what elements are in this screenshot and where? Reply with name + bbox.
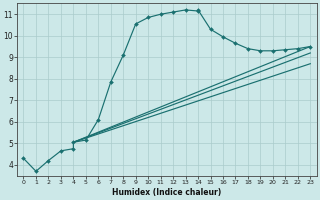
X-axis label: Humidex (Indice chaleur): Humidex (Indice chaleur)	[112, 188, 221, 197]
